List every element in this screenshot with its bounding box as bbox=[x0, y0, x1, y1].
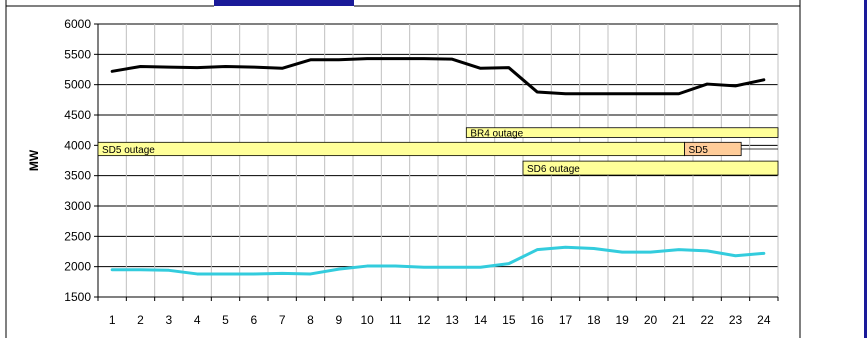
x-tick-label: 21 bbox=[672, 313, 686, 327]
y-tick-label: 4500 bbox=[64, 108, 91, 122]
x-tick-label: 19 bbox=[615, 313, 629, 327]
x-tick-label: 16 bbox=[530, 313, 544, 327]
outage-band-label: SD5 bbox=[689, 145, 709, 156]
y-axis-label: MW bbox=[27, 149, 41, 171]
y-tick-label: 4000 bbox=[64, 138, 91, 152]
x-tick-label: 5 bbox=[222, 313, 229, 327]
y-tick-label: 2500 bbox=[64, 229, 91, 243]
series-line-lower bbox=[110, 245, 766, 276]
x-tick-label: 23 bbox=[729, 313, 743, 327]
x-tick-label: 7 bbox=[279, 313, 286, 327]
page-edge bbox=[864, 0, 867, 338]
outage-band bbox=[97, 141, 685, 157]
outage-band bbox=[465, 127, 779, 138]
outage-band-label: SD6 outage bbox=[527, 164, 580, 175]
x-tick-label: 20 bbox=[644, 313, 658, 327]
y-tick-label: 5000 bbox=[64, 78, 91, 92]
x-tick-label: 8 bbox=[307, 313, 314, 327]
y-tick-label: 2000 bbox=[64, 260, 91, 274]
x-tick-label: 14 bbox=[474, 313, 488, 327]
x-tick-label: 15 bbox=[502, 313, 516, 327]
x-tick-label: 2 bbox=[137, 313, 144, 327]
title-remnant bbox=[214, 0, 354, 6]
x-tick-label: 3 bbox=[165, 313, 172, 327]
series-line-upper bbox=[110, 57, 766, 96]
x-tick-label: 13 bbox=[445, 313, 459, 327]
x-tick-label: 11 bbox=[389, 313, 402, 327]
x-tick-label: 17 bbox=[559, 313, 573, 327]
outage-band-label: BR4 outage bbox=[470, 129, 523, 140]
x-tick-label: 24 bbox=[757, 313, 771, 327]
y-tick-label: 3500 bbox=[64, 169, 91, 183]
x-tick-label: 4 bbox=[194, 313, 201, 327]
x-tick-label: 18 bbox=[587, 313, 601, 327]
outage-band bbox=[522, 160, 779, 176]
y-tick-label: 3000 bbox=[64, 199, 91, 213]
x-tick-label: 9 bbox=[335, 313, 342, 327]
x-tick-label: 6 bbox=[250, 313, 257, 327]
y-tick-label: 6000 bbox=[64, 17, 91, 31]
x-tick-label: 1 bbox=[109, 313, 116, 327]
y-tick-label: 5500 bbox=[64, 47, 91, 61]
y-tick-label: 1500 bbox=[64, 290, 91, 304]
x-tick-label: 12 bbox=[417, 313, 431, 327]
x-tick-label: 10 bbox=[360, 313, 374, 327]
outage-band-label: SD5 outage bbox=[102, 145, 155, 156]
x-tick-label: 22 bbox=[700, 313, 714, 327]
